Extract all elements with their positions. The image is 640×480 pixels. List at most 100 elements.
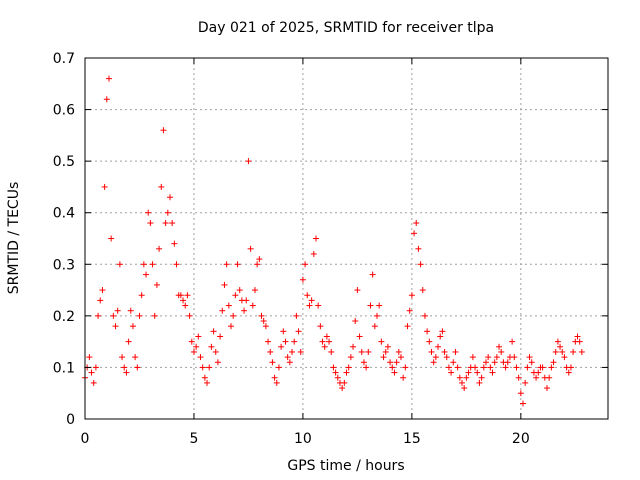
x-tick-label: 10 — [294, 431, 312, 447]
data-point — [456, 374, 463, 381]
data-point — [465, 369, 472, 376]
data-point — [280, 328, 287, 335]
data-point — [134, 364, 141, 371]
data-point — [391, 369, 398, 376]
data-point — [186, 312, 193, 319]
data-point — [317, 323, 324, 330]
data-point — [223, 261, 230, 268]
data-point — [262, 323, 269, 330]
data-point — [156, 245, 163, 252]
data-point — [201, 374, 208, 381]
data-point — [127, 307, 134, 314]
data-point — [182, 302, 189, 309]
data-point — [408, 292, 415, 299]
data-point — [441, 348, 448, 355]
data-point — [332, 369, 339, 376]
data-point — [230, 312, 237, 319]
data-point — [478, 374, 485, 381]
data-point — [376, 302, 383, 309]
data-point — [206, 364, 213, 371]
data-point — [350, 343, 357, 350]
data-point — [517, 390, 524, 397]
data-point — [411, 230, 418, 237]
y-tick-label: 0.7 — [53, 51, 75, 67]
data-point — [275, 364, 282, 371]
data-point — [286, 359, 293, 366]
data-point — [358, 348, 365, 355]
data-point — [435, 343, 442, 350]
y-tick-label: 0.3 — [53, 257, 75, 273]
data-point — [576, 338, 583, 345]
data-point — [145, 209, 152, 216]
data-point — [522, 379, 529, 386]
data-point — [415, 245, 422, 252]
data-point — [310, 250, 317, 257]
data-point — [95, 312, 102, 319]
data-point — [561, 354, 568, 361]
data-point — [341, 379, 348, 386]
data-point — [428, 348, 435, 355]
data-point — [454, 364, 461, 371]
data-point — [426, 338, 433, 345]
data-point — [482, 359, 489, 366]
data-point — [171, 240, 178, 247]
data-point — [520, 400, 527, 407]
chart-title: Day 021 of 2025, SRMTID for receiver tlp… — [198, 20, 494, 36]
data-point — [110, 312, 117, 319]
data-point — [328, 348, 335, 355]
data-point — [86, 354, 93, 361]
data-point — [443, 354, 450, 361]
data-point — [204, 379, 211, 386]
data-point — [526, 354, 533, 361]
data-point — [214, 359, 221, 366]
data-point — [387, 359, 394, 366]
data-point — [360, 359, 367, 366]
data-point — [289, 348, 296, 355]
data-point — [567, 364, 574, 371]
data-point — [548, 364, 555, 371]
data-point — [480, 364, 487, 371]
data-point — [452, 348, 459, 355]
data-point — [319, 338, 326, 345]
data-point — [430, 359, 437, 366]
data-point — [125, 338, 132, 345]
data-point — [343, 369, 350, 376]
data-point — [243, 297, 250, 304]
data-point — [114, 307, 121, 314]
data-point — [254, 261, 261, 268]
data-points — [82, 75, 585, 407]
x-axis-label: GPS time / hours — [287, 458, 404, 474]
data-point — [97, 297, 104, 304]
data-point — [323, 333, 330, 340]
data-point — [105, 75, 112, 82]
data-point — [177, 292, 184, 299]
y-tick-label: 0.4 — [53, 206, 75, 222]
data-point — [208, 343, 215, 350]
data-point — [421, 312, 428, 319]
data-point — [402, 364, 409, 371]
data-point — [345, 364, 352, 371]
data-point — [393, 359, 400, 366]
data-point — [306, 302, 313, 309]
data-point — [543, 385, 550, 392]
data-point — [312, 235, 319, 242]
data-point — [101, 183, 108, 190]
data-point — [437, 333, 444, 340]
data-point — [217, 333, 224, 340]
data-point — [304, 292, 311, 299]
data-point — [256, 256, 263, 263]
data-point — [382, 348, 389, 355]
data-point — [524, 364, 531, 371]
data-point — [365, 348, 372, 355]
data-point — [334, 374, 341, 381]
data-point — [236, 287, 243, 294]
data-point — [112, 323, 119, 330]
data-point — [315, 302, 322, 309]
data-point — [195, 333, 202, 340]
data-point — [509, 338, 516, 345]
data-point — [90, 379, 97, 386]
data-point — [424, 328, 431, 335]
data-point — [278, 343, 285, 350]
data-point — [485, 354, 492, 361]
